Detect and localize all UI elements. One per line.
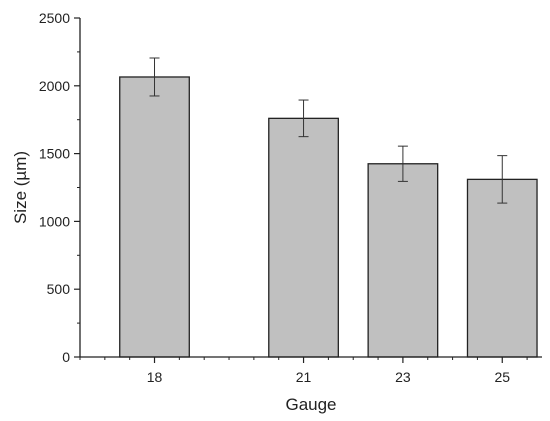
y-tick-label-1500: 1500	[39, 146, 70, 162]
x-tick-label-25: 25	[494, 369, 510, 385]
bar-21	[268, 117, 339, 358]
y-tick-label-500: 500	[47, 281, 71, 297]
x-axis-title: Gauge	[285, 395, 336, 414]
y-ticks-group: 0 500 1000 1500 2000 2500	[39, 10, 80, 365]
bar-25	[466, 178, 538, 358]
error-bar-23	[397, 145, 408, 182]
x-ticks-group: 18 21 23 25	[79, 357, 528, 385]
y-tick-label-1000: 1000	[39, 213, 70, 229]
error-bar-18	[149, 57, 160, 97]
bars-group	[119, 76, 538, 358]
error-bars-group	[149, 57, 508, 204]
bar-18	[119, 76, 190, 358]
y-tick-label-2500: 2500	[39, 10, 70, 26]
bar-23	[367, 163, 439, 358]
y-tick-label-2000: 2000	[39, 78, 70, 94]
y-tick-label-0: 0	[62, 349, 70, 365]
y-axis-title: Size (µm)	[11, 151, 30, 224]
error-bar-21	[298, 99, 309, 138]
error-bar-25	[497, 155, 508, 204]
x-tick-label-23: 23	[395, 369, 411, 385]
x-tick-label-21: 21	[296, 369, 312, 385]
x-tick-label-18: 18	[147, 369, 163, 385]
